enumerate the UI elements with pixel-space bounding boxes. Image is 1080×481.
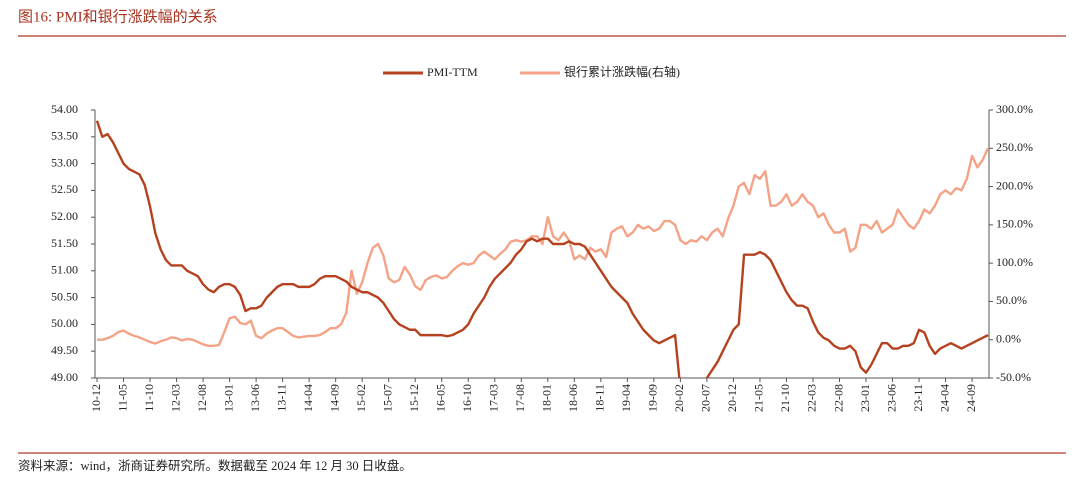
y-tick-label: 53.50	[51, 129, 78, 143]
y-tick-label: 49.50	[51, 343, 78, 357]
x-tick-label: 18-06	[566, 384, 580, 412]
source-note: 资料来源：wind，浙商证券研究所。数据截至 2024 年 12 月 30 日收…	[18, 458, 412, 473]
x-tick-label: 13-01	[221, 384, 235, 412]
x-tick-label: 21-05	[752, 384, 766, 412]
y-tick-label: 50.50	[51, 289, 78, 303]
x-tick-label: 12-03	[168, 384, 182, 412]
y2-tick-label: 50.0%	[996, 293, 1027, 307]
x-tick-label: 19-09	[646, 384, 660, 412]
y2-tick-label: 250.0%	[996, 140, 1033, 154]
x-tick-label: 13-06	[248, 384, 262, 412]
data-line	[97, 147, 989, 348]
plot-area	[95, 120, 989, 378]
legend-label: PMI-TTM	[427, 65, 478, 79]
y-tick-label: 51.00	[51, 263, 78, 277]
x-tick-label: 15-07	[380, 384, 394, 412]
x-tick-label: 18-11	[593, 384, 607, 412]
x-tick-label: 20-02	[672, 384, 686, 412]
x-tick-label: 23-01	[858, 384, 872, 412]
y-tick-label: 52.50	[51, 182, 78, 196]
x-tick-label: 19-04	[619, 384, 633, 412]
data-line	[95, 120, 989, 378]
x-tick-label: 11-10	[142, 384, 156, 412]
x-tick-label: 24-04	[937, 384, 951, 412]
x-tick-label: 16-05	[433, 384, 447, 412]
legend-label: 银行累计涨跌幅(右轴)	[564, 64, 680, 79]
y2-tick-label: 200.0%	[996, 178, 1033, 192]
x-tick-label: 17-08	[513, 384, 527, 412]
x-tick-label: 14-04	[301, 384, 315, 412]
y2-tick-label: -50.0%	[996, 370, 1031, 384]
x-tick-label: 22-03	[805, 384, 819, 412]
y-tick-label: 53.00	[51, 155, 78, 169]
x-tick-label: 10-12	[89, 384, 103, 412]
y2-tick-label: 150.0%	[996, 217, 1033, 231]
y2-tick-label: 100.0%	[996, 255, 1033, 269]
chart-title: 图16: PMI和银行涨跌幅的关系	[18, 8, 218, 25]
x-tick-label: 23-11	[911, 384, 925, 412]
x-tick-label: 24-09	[964, 384, 978, 412]
y2-tick-label: 0.0%	[996, 331, 1021, 345]
x-tick-label: 11-05	[115, 384, 129, 412]
x-tick-label: 17-03	[487, 384, 501, 412]
x-tick-label: 18-01	[540, 384, 554, 412]
y-tick-label: 51.50	[51, 236, 78, 250]
x-tick-label: 20-07	[699, 384, 713, 412]
y-tick-label: 49.00	[51, 370, 78, 384]
x-tick-label: 12-08	[195, 384, 209, 412]
y2-tick-label: 300.0%	[996, 102, 1033, 116]
x-tick-label: 13-11	[274, 384, 288, 412]
x-tick-label: 16-10	[460, 384, 474, 412]
x-tick-label: 14-09	[327, 384, 341, 412]
x-tick-label: 23-06	[884, 384, 898, 412]
x-tick-label: 15-02	[354, 384, 368, 412]
y-tick-label: 52.00	[51, 209, 78, 223]
y-tick-label: 50.00	[51, 316, 78, 330]
y-tick-label: 54.00	[51, 102, 78, 116]
x-tick-label: 15-12	[407, 384, 421, 412]
x-tick-label: 22-08	[831, 384, 845, 412]
x-tick-label: 21-10	[778, 384, 792, 412]
x-tick-label: 20-12	[725, 384, 739, 412]
